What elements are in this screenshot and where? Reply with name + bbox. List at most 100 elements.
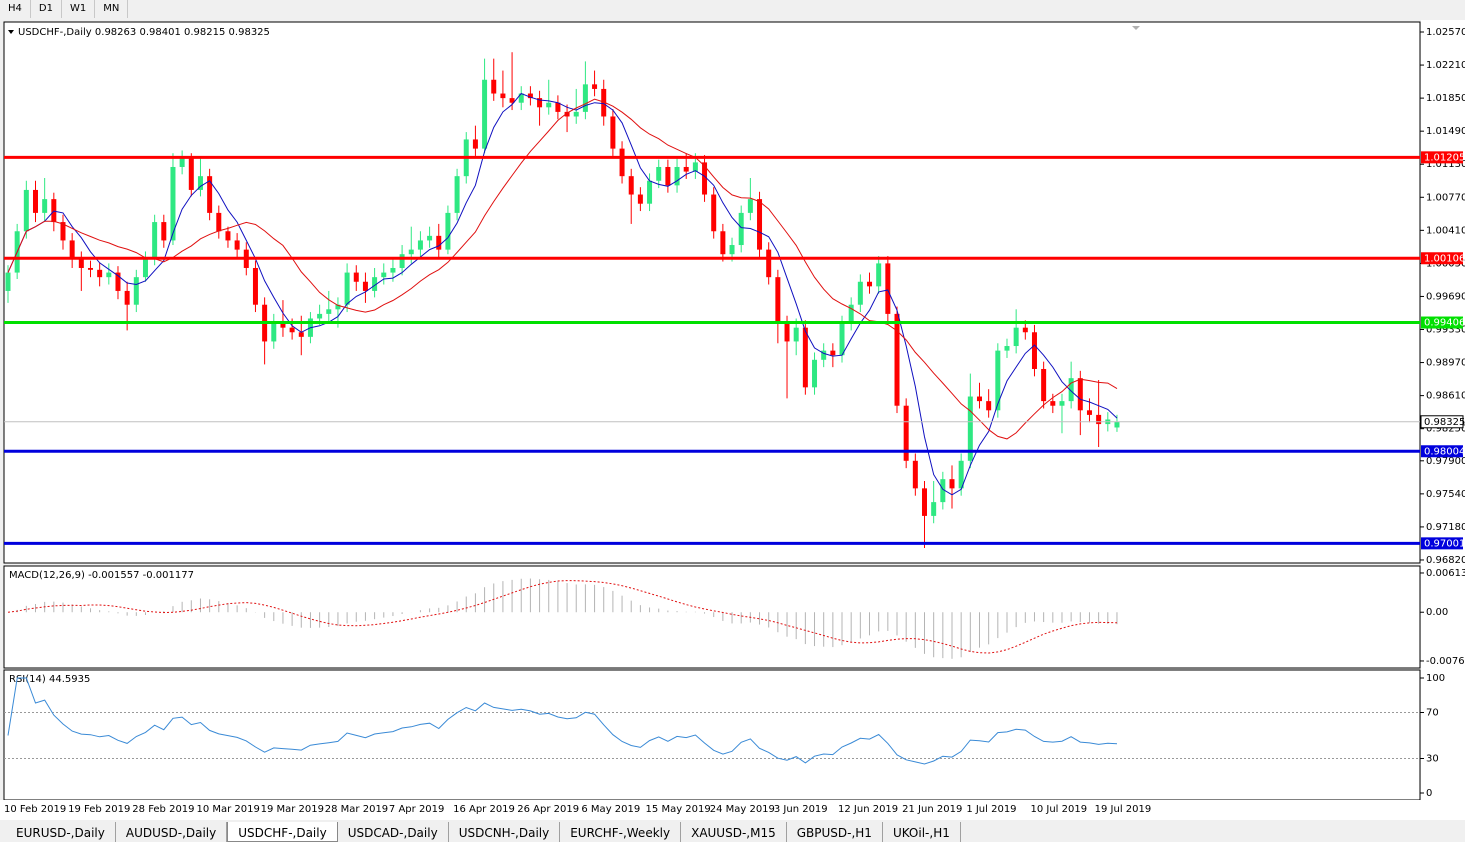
chart-tab[interactable]: EURUSD-,Daily: [6, 822, 116, 842]
candle-body: [509, 98, 515, 103]
candle-body: [42, 199, 48, 213]
candle-body: [1022, 327, 1028, 333]
chart-tab[interactable]: EURCHF-,Weekly: [560, 822, 682, 842]
candle-body: [142, 258, 148, 278]
candle-body: [958, 460, 964, 489]
candle-body: [692, 162, 698, 172]
level-label: 1.01205: [1424, 152, 1465, 163]
y-tick-label: 0.98250: [1426, 424, 1465, 435]
x-tick-label: 21 Jun 2019: [902, 804, 962, 815]
x-tick-label: 16 Apr 2019: [453, 804, 515, 815]
candle-body: [839, 323, 845, 356]
chart-tab[interactable]: UKOil-,H1: [883, 822, 961, 842]
title-marker: [8, 30, 14, 34]
candle-body: [381, 272, 387, 278]
candle-body: [656, 166, 662, 181]
current-price-label: 0.98325: [1424, 417, 1465, 428]
rsi-tick-label: 30: [1426, 754, 1439, 765]
candle-body: [289, 327, 295, 333]
time-axis: [0, 800, 1421, 820]
candle-body: [87, 267, 93, 270]
level-label: 0.98004: [1424, 446, 1465, 457]
candle-body: [766, 249, 772, 278]
x-tick-label: 19 Jul 2019: [1095, 804, 1152, 815]
candle-body: [472, 139, 478, 149]
level-label: 0.99406: [1424, 318, 1465, 329]
macd-header: MACD(12,26,9) -0.001557 -0.001177: [9, 570, 194, 581]
rsi-tick-label: 100: [1426, 673, 1445, 684]
candle-body: [133, 277, 139, 305]
candle-body: [720, 231, 726, 255]
candle-body: [637, 194, 643, 204]
y-tick-label: 1.02210: [1426, 60, 1465, 71]
candle-body: [628, 176, 634, 195]
rsi-value: 44.5935: [49, 674, 90, 685]
candle-body: [802, 327, 808, 388]
candle-body: [949, 479, 955, 489]
chart-tab[interactable]: AUDUSD-,Daily: [116, 822, 228, 842]
candle-body: [445, 212, 451, 250]
candle-body: [326, 309, 332, 314]
candle-body: [647, 180, 653, 204]
x-tick-label: 6 May 2019: [581, 804, 640, 815]
candle-body: [976, 396, 982, 402]
candle-body: [1031, 332, 1037, 369]
candle-body: [372, 277, 378, 291]
chart-header: USDCHF-,Daily 0.98263 0.98401 0.98215 0.…: [18, 27, 270, 38]
candle-body: [1114, 421, 1120, 428]
candle-body: [197, 176, 203, 190]
level-label: 1.00106: [1424, 253, 1465, 264]
candle-body: [601, 88, 607, 117]
y-tick-label: 1.01850: [1426, 93, 1465, 104]
candle-body: [106, 272, 112, 278]
x-tick-label: 28 Mar 2019: [325, 804, 388, 815]
timeframe-button[interactable]: H4: [0, 0, 31, 18]
x-tick-label: 19 Mar 2019: [261, 804, 324, 815]
candle-body: [702, 162, 708, 195]
candle-body: [124, 290, 130, 305]
candle-body: [1050, 401, 1056, 406]
level-box: [1421, 151, 1463, 164]
macd-tick-label: 0.00: [1426, 607, 1448, 618]
level-box: [1421, 316, 1463, 329]
candle-body: [867, 281, 873, 287]
candle-body: [32, 189, 38, 213]
macd-tick-label: 0.00613: [1426, 568, 1465, 579]
candle-body: [995, 350, 1001, 411]
candle-body: [179, 157, 185, 167]
candle-body: [69, 240, 75, 259]
chart-tab[interactable]: GBPUSD-,H1: [787, 822, 883, 842]
timeframe-toolbar: H4 D1 W1 MN: [0, 0, 129, 18]
candle-body: [592, 84, 598, 89]
candle-body: [573, 111, 579, 117]
y-tick-label: 0.97540: [1426, 489, 1465, 500]
candle-body: [793, 327, 799, 342]
x-tick-label: 10 Mar 2019: [196, 804, 259, 815]
candle-body: [812, 359, 818, 388]
chart-tab[interactable]: USDCHF-,Daily: [227, 822, 338, 842]
y-tick-label: 0.98610: [1426, 391, 1465, 402]
low-value: 0.98215: [184, 27, 225, 38]
candle-body: [1096, 414, 1102, 425]
candle-body: [903, 405, 909, 461]
candle-body: [1041, 368, 1047, 402]
x-tick-label: 1 Jul 2019: [966, 804, 1016, 815]
candle-body: [170, 166, 176, 241]
macd-signal: -0.001177: [143, 570, 194, 581]
rsi-line: [7, 677, 1118, 765]
candle-body: [912, 460, 918, 489]
chart-tab[interactable]: USDCAD-,Daily: [338, 822, 449, 842]
macd-pane: [3, 565, 1421, 669]
x-tick-label: 24 May 2019: [710, 804, 775, 815]
candle-body: [216, 212, 222, 232]
close-value: 0.98325: [229, 27, 270, 38]
candle-body: [353, 272, 359, 282]
timeframe-button[interactable]: MN: [95, 0, 129, 18]
timeframe-button[interactable]: W1: [62, 0, 96, 18]
x-tick-label: 15 May 2019: [646, 804, 711, 815]
chart-tab[interactable]: USDCNH-,Daily: [449, 822, 561, 842]
candle-body: [564, 111, 570, 117]
timeframe-button[interactable]: D1: [31, 0, 62, 18]
chart-tab[interactable]: XAUUSD-,M15: [681, 822, 787, 842]
